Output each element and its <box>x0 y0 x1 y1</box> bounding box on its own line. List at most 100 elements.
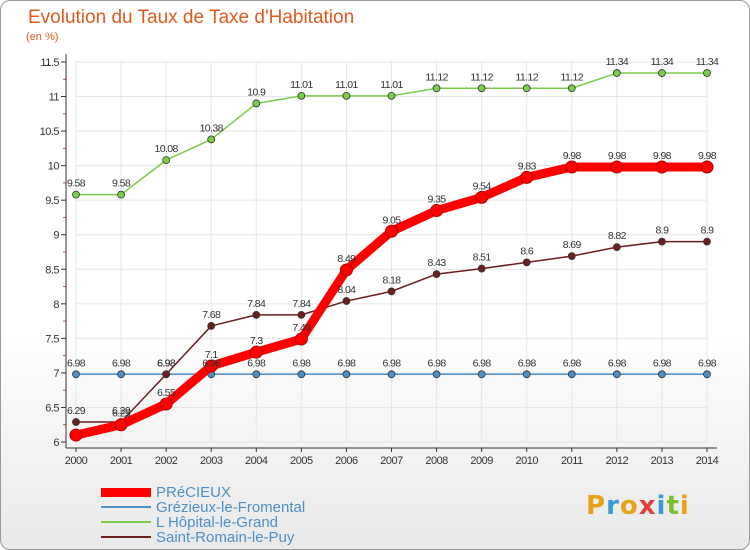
data-point <box>342 91 351 100</box>
data-point <box>249 345 263 359</box>
data-point <box>342 297 351 305</box>
data-label: 11.01 <box>335 79 358 91</box>
data-label: 6.98 <box>698 357 717 369</box>
legend-label: Grézieux-le-Fromental <box>156 499 306 516</box>
data-point <box>612 370 621 379</box>
data-label: 10.38 <box>200 122 224 134</box>
data-label: 9.83 <box>518 160 537 172</box>
data-point <box>342 370 351 379</box>
y-tick-label: 11.5 <box>40 57 59 69</box>
logo-letter: t <box>666 491 680 521</box>
data-label: 11.34 <box>651 56 674 68</box>
data-point <box>612 69 621 77</box>
data-label: 7.68 <box>202 309 221 321</box>
logo-letter: r <box>606 491 620 521</box>
data-label: 6.98 <box>473 357 492 369</box>
data-label: 9.98 <box>698 150 717 162</box>
x-tick-label: 2006 <box>335 455 358 467</box>
data-point <box>522 84 531 93</box>
data-point <box>565 160 579 174</box>
y-tick-label: 7 <box>53 368 59 380</box>
data-label: 9.54 <box>473 180 492 192</box>
y-tick-label: 6 <box>53 437 59 449</box>
x-tick-label: 2008 <box>425 455 448 467</box>
data-point <box>567 370 576 379</box>
data-label: 6.98 <box>157 357 176 369</box>
x-tick-label: 2014 <box>696 455 719 467</box>
x-tick-label: 2012 <box>606 455 629 467</box>
data-point <box>207 322 216 330</box>
data-point <box>658 69 666 77</box>
data-label: 9.98 <box>608 150 627 162</box>
x-tick-label: 2010 <box>515 455 538 467</box>
data-label: 8.9 <box>701 225 715 237</box>
data-label: 7.84 <box>292 298 311 310</box>
data-point <box>477 84 486 93</box>
data-point <box>700 160 714 174</box>
data-point <box>655 160 669 174</box>
data-point <box>252 370 261 379</box>
data-point <box>387 91 396 100</box>
data-point <box>297 91 306 100</box>
data-label: 8.6 <box>520 245 534 257</box>
x-tick-label: 2005 <box>290 455 313 467</box>
data-point <box>207 135 216 144</box>
legend-swatch <box>101 536 151 538</box>
data-point <box>612 243 621 252</box>
data-label: 11.12 <box>470 71 493 83</box>
x-tick-label: 2013 <box>651 455 674 467</box>
data-point <box>385 224 398 238</box>
data-label: 11.12 <box>425 71 448 83</box>
x-tick-label: 2001 <box>110 455 133 467</box>
data-point <box>432 84 441 93</box>
logo-letter: i <box>656 491 667 521</box>
data-label: 10.08 <box>155 143 179 155</box>
data-point <box>294 332 308 346</box>
data-point <box>520 170 534 184</box>
proxiti-logo: Proxiti <box>586 491 690 521</box>
data-label: 6.98 <box>247 357 266 369</box>
data-point <box>252 310 261 319</box>
data-label: 6.98 <box>292 357 311 369</box>
y-tick-label: 7.5 <box>45 333 59 345</box>
data-label: 6.98 <box>112 357 131 369</box>
data-point <box>114 418 128 432</box>
unit-label: (en %) <box>26 31 59 43</box>
x-tick-label: 2002 <box>155 455 178 467</box>
data-label: 10.9 <box>247 86 266 98</box>
x-tick-label: 2000 <box>65 455 88 467</box>
data-label: 7.3 <box>250 335 264 347</box>
data-label: 6.29 <box>112 405 131 417</box>
legend-swatch <box>101 521 151 523</box>
logo-letter: P <box>586 491 607 521</box>
data-label: 6.29 <box>67 405 86 417</box>
y-tick-label: 6.5 <box>45 402 59 414</box>
x-tick-label: 2007 <box>380 455 403 467</box>
data-point <box>162 370 171 379</box>
y-tick-label: 8 <box>53 299 59 311</box>
data-label: 6.98 <box>608 357 627 369</box>
data-label: 11.01 <box>290 79 313 91</box>
data-label: 11.12 <box>515 71 538 83</box>
y-tick-label: 9 <box>53 230 59 242</box>
data-label: 6.98 <box>428 357 447 369</box>
data-point <box>387 370 396 379</box>
data-point <box>432 270 441 279</box>
legend-label: Saint-Romain-le-Puy <box>156 529 295 546</box>
data-label: 8.18 <box>382 274 401 286</box>
data-label: 7.1 <box>205 349 219 361</box>
data-label: 11.01 <box>380 79 403 91</box>
x-tick-label: 2003 <box>200 455 223 467</box>
data-label: 6.98 <box>67 357 86 369</box>
data-label: 11.12 <box>561 71 584 83</box>
data-label: 11.34 <box>606 56 629 68</box>
data-point <box>72 418 80 426</box>
legend-swatch <box>101 506 151 508</box>
data-point <box>339 263 353 277</box>
data-label: 9.05 <box>382 214 401 226</box>
data-point <box>703 69 711 77</box>
data-label: 6.55 <box>157 387 176 399</box>
data-point <box>475 190 489 204</box>
